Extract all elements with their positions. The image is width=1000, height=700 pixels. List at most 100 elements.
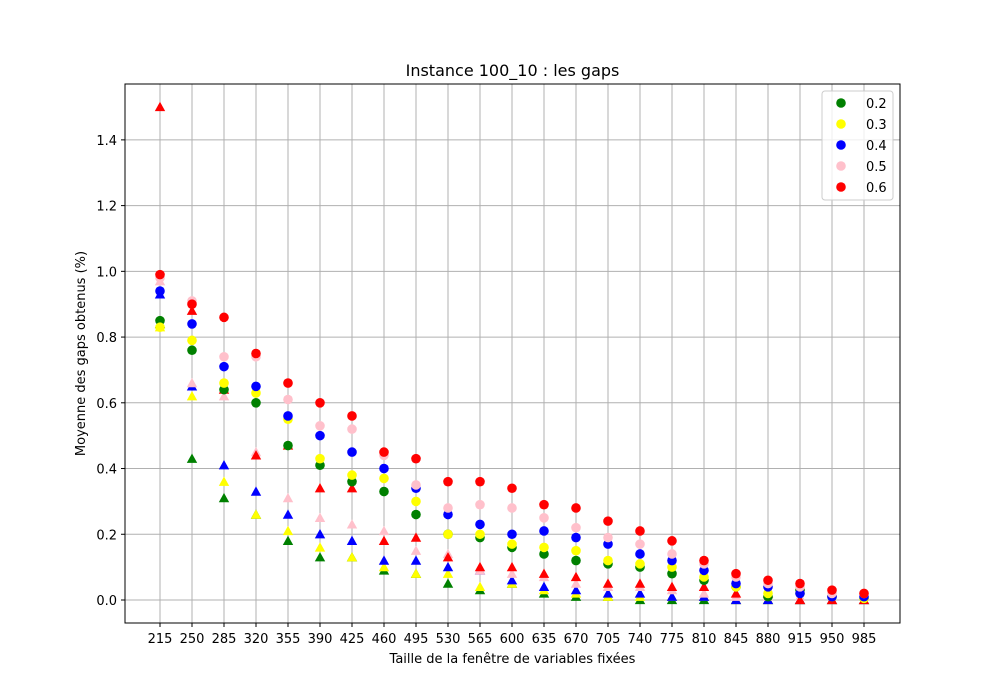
circle-point	[347, 470, 357, 480]
triangle-point	[218, 492, 230, 503]
y-tick-label: 0.2	[96, 528, 117, 543]
circle-point	[667, 562, 677, 572]
circle-point	[379, 463, 389, 474]
triangle-point	[602, 588, 614, 598]
circle-point	[379, 473, 389, 484]
x-tick-label: 320	[244, 632, 269, 647]
legend-box	[821, 90, 894, 201]
triangle-point	[538, 581, 550, 592]
x-tick-label: 285	[212, 632, 237, 647]
circle-point	[155, 286, 165, 296]
triangle-point	[282, 525, 294, 536]
circle-point	[507, 483, 517, 494]
x-axis-label: Taille de la fenêtre de variables fixées	[389, 652, 636, 667]
triangle-point	[314, 542, 326, 552]
circle-point	[219, 361, 229, 372]
circle-point	[315, 421, 325, 431]
circle-point	[603, 539, 613, 549]
triangle-point	[698, 588, 710, 598]
circle-point	[219, 312, 229, 323]
triangle-point	[314, 552, 326, 562]
legend-label: 0.5	[866, 160, 887, 175]
circle-point	[379, 486, 389, 497]
triangle-point	[218, 476, 230, 486]
circle-point	[571, 532, 581, 543]
x-tick-label: 250	[180, 632, 205, 647]
circle-point	[731, 568, 741, 579]
triangle-point	[442, 561, 454, 572]
x-tick-label: 215	[148, 632, 173, 647]
legend-label: 0.4	[866, 139, 887, 154]
triangle-point	[442, 568, 454, 578]
circle-point	[571, 503, 581, 513]
circle-point	[539, 513, 549, 523]
x-tick-label: 985	[852, 632, 877, 647]
triangle-point	[538, 568, 550, 578]
circle-point	[411, 480, 421, 490]
x-tick-label: 950	[820, 632, 845, 647]
x-tick-label: 600	[500, 632, 525, 647]
circle-point	[859, 588, 869, 599]
circle-point	[411, 453, 421, 464]
y-tick-label: 1.4	[96, 134, 117, 149]
triangle-point	[666, 581, 678, 592]
circle-point	[475, 499, 485, 510]
circle-point	[219, 351, 229, 362]
triangle-point	[474, 561, 486, 572]
circle-point	[667, 568, 677, 579]
triangle-point	[186, 377, 198, 388]
circle-point	[763, 575, 773, 586]
triangle-point	[346, 552, 358, 562]
x-tick-label: 845	[724, 632, 749, 647]
triangle-point	[314, 483, 326, 493]
circle-point	[603, 555, 613, 566]
x-tick-label: 495	[404, 632, 429, 647]
y-tick-label: 1.0	[96, 265, 117, 280]
circle-point	[283, 440, 293, 451]
legend: 0.2 0.3 0.4 0.5 0.6	[821, 90, 894, 201]
circle-point	[187, 299, 197, 310]
triangle-point	[250, 486, 262, 496]
triangle-point	[250, 450, 262, 460]
circle-point	[475, 519, 485, 530]
triangle-point	[346, 519, 358, 529]
triangle-point	[378, 561, 390, 572]
triangle-point	[410, 532, 422, 542]
x-tick-label: 565	[468, 632, 493, 647]
triangle-point	[442, 578, 454, 588]
circle-point	[155, 269, 165, 280]
circle-point	[443, 476, 453, 487]
y-tick-label: 0.8	[96, 331, 117, 346]
triangle-point	[378, 525, 390, 536]
x-axis: 215 250 285 320 355 390 425 460 495 530 565 600 635 6…	[148, 623, 877, 647]
circle-point	[667, 549, 677, 559]
circle-point	[571, 555, 581, 566]
x-tick-label: 810	[692, 632, 717, 647]
circle-point	[635, 526, 645, 536]
circle-point	[283, 394, 293, 405]
triangle-point	[282, 492, 294, 503]
circle-point	[283, 378, 293, 388]
x-tick-label: 670	[564, 632, 589, 647]
circle-point	[699, 565, 709, 576]
x-tick-label: 705	[596, 632, 621, 647]
y-tick-label: 0.0	[96, 594, 117, 609]
triangle-point	[634, 578, 646, 588]
triangle-point	[570, 578, 582, 588]
circle-point	[315, 460, 325, 471]
x-tick-label: 390	[308, 632, 333, 647]
circle-point	[539, 526, 549, 536]
triangle-point	[186, 453, 198, 463]
circle-point	[315, 430, 325, 441]
triangle-point	[634, 588, 646, 598]
circle-point	[187, 319, 197, 329]
circle-point	[315, 453, 325, 464]
triangle-point	[250, 509, 262, 519]
x-tick-label: 355	[276, 632, 301, 647]
triangle-point	[218, 391, 230, 401]
legend-marker	[836, 119, 846, 129]
triangle-point	[730, 588, 742, 598]
x-tick-label: 425	[340, 632, 365, 647]
triangle-point	[346, 483, 358, 493]
triangle-point	[218, 460, 230, 470]
